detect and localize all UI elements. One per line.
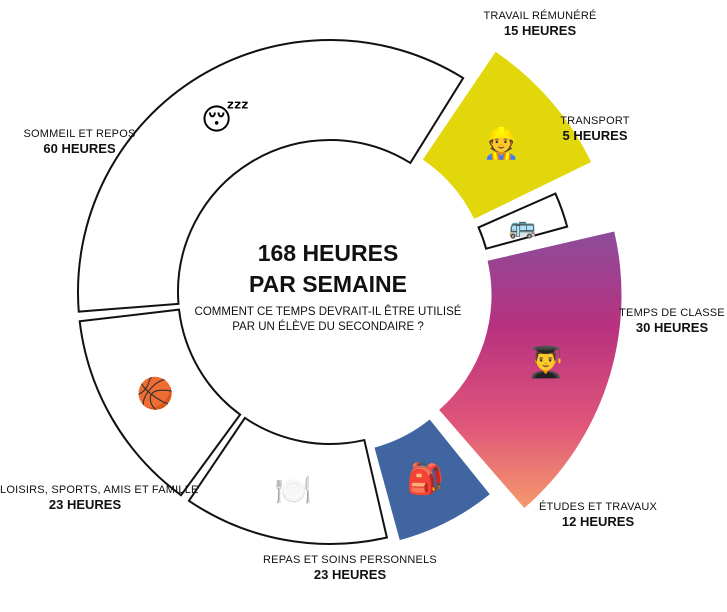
segment-etudes bbox=[374, 419, 490, 541]
label-sommeil-category: SOMMEIL ET REPOS bbox=[23, 128, 136, 140]
sleeping-face-icon: 😴 bbox=[201, 101, 249, 136]
label-travail-category: TRAVAIL RÉMUNÉRÉ bbox=[483, 10, 597, 22]
label-etudes-category: ÉTUDES ET TRAVAUX bbox=[538, 501, 658, 513]
center-subtitle-line1: COMMENT CE TEMPS DEVRAIT-IL ÊTRE UTILISÉ bbox=[194, 306, 462, 318]
segment-transport bbox=[477, 192, 569, 250]
segment-travail bbox=[422, 51, 592, 219]
label-classe-hours: 30 HEURES bbox=[635, 320, 709, 336]
segment-repas bbox=[187, 416, 389, 545]
label-travail-hours: 15 HEURES bbox=[503, 23, 577, 39]
construction-worker-icon: 👷 bbox=[483, 125, 520, 160]
center-title-line1: 168 HEURES bbox=[257, 240, 399, 266]
label-sommeil-hours: 60 HEURES bbox=[43, 141, 116, 157]
center-subtitle-line2: PAR UN ÉLÈVE DU SECONDAIRE ? bbox=[232, 321, 424, 333]
label-etudes: ÉTUDES ET TRAVAUX 12 HEURES bbox=[528, 501, 668, 530]
label-loisirs: LOISIRS, SPORTS, AMIS ET FAMILLE 23 HEUR… bbox=[0, 484, 199, 513]
label-sommeil: SOMMEIL ET REPOS 60 HEURES bbox=[12, 128, 147, 157]
label-transport: TRANSPORT 5 HEURES bbox=[540, 115, 650, 144]
label-repas-category: REPAS ET SOINS PERSONNELS bbox=[263, 554, 437, 566]
label-classe-category: TEMPS DE CLASSE bbox=[619, 307, 725, 319]
label-transport-category: TRANSPORT bbox=[560, 115, 630, 127]
plate-cutlery-icon: 🍽️ bbox=[275, 475, 312, 508]
label-loisirs-category: LOISIRS, SPORTS, AMIS ET FAMILLE bbox=[0, 484, 199, 496]
label-classe: TEMPS DE CLASSE 30 HEURES bbox=[617, 307, 727, 336]
label-transport-hours: 5 HEURES bbox=[562, 128, 628, 144]
label-loisirs-hours: 23 HEURES bbox=[48, 497, 122, 513]
center-title-line2: PAR SEMAINE bbox=[248, 271, 408, 297]
label-etudes-hours: 12 HEURES bbox=[561, 514, 635, 530]
segment-classe bbox=[439, 231, 622, 509]
segment-loisirs bbox=[78, 308, 242, 497]
segment-sommeil bbox=[77, 39, 465, 313]
label-travail: TRAVAIL RÉMUNÉRÉ 15 HEURES bbox=[470, 10, 610, 39]
graduate-icon: 👨‍🎓 bbox=[527, 344, 564, 379]
bus-icon: 🚌 bbox=[509, 214, 536, 239]
label-repas: REPAS ET SOINS PERSONNELS 23 HEURES bbox=[240, 554, 460, 583]
backpack-icon: 🎒 bbox=[407, 461, 444, 497]
label-repas-hours: 23 HEURES bbox=[313, 567, 387, 583]
basketball-icon: 🏀 bbox=[137, 374, 174, 413]
